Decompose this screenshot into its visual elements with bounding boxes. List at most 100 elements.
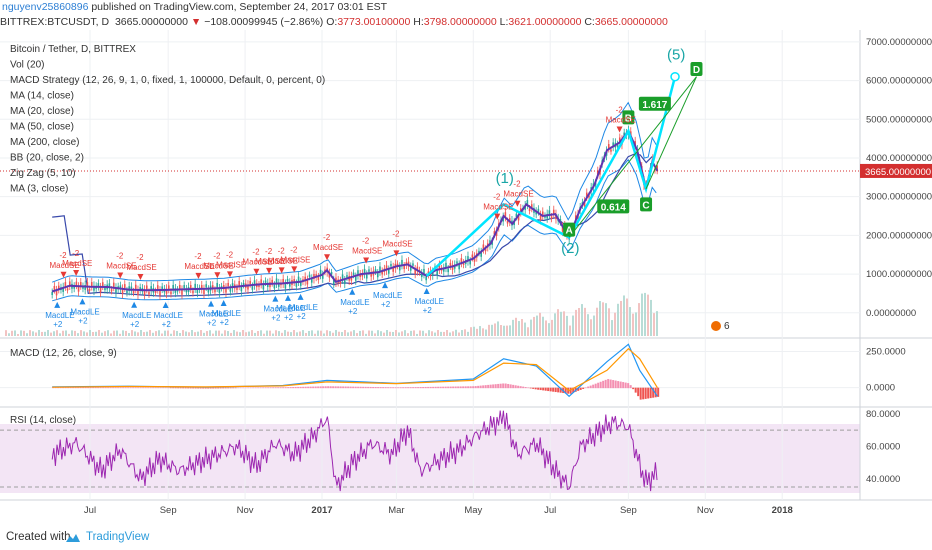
macd-histogram-bar: [232, 387, 235, 389]
volume-bar: [362, 330, 364, 336]
candle-body: [189, 285, 192, 290]
candle-body: [379, 266, 381, 272]
macd-le-value: +2: [381, 300, 391, 309]
elliott-channel-line: [568, 76, 697, 238]
macd-histogram-bar: [322, 386, 325, 389]
macd-histogram-bar: [519, 386, 522, 389]
macd-histogram-bar: [179, 387, 182, 389]
volume-bar: [629, 307, 631, 336]
volume-bar: [530, 319, 532, 336]
volume-bar: [365, 333, 367, 336]
macd-histogram-bar: [242, 387, 245, 389]
macd-histogram-bar: [344, 386, 347, 389]
macd-histogram-bar: [657, 387, 660, 397]
volume-bar: [287, 331, 289, 336]
macd-histogram-bar: [477, 385, 480, 389]
macd-histogram-bar: [567, 387, 570, 394]
macd-histogram-bar: [354, 386, 357, 389]
candle-body: [214, 289, 216, 293]
macd-se-value: -2: [616, 105, 624, 114]
macd-histogram-bar: [349, 386, 352, 389]
macd-le-label: MacdLE: [154, 311, 183, 320]
volume-bar: [383, 332, 385, 336]
macd-histogram-bar: [634, 387, 637, 393]
candle-body: [541, 211, 544, 216]
buy-arrow-icon: [79, 298, 86, 305]
tradingview-brand[interactable]: TradingView: [86, 531, 150, 543]
macd-histogram-bar: [367, 386, 370, 389]
macd-histogram-bar: [654, 387, 657, 398]
sell-arrow-icon: [226, 271, 233, 278]
volume-bar: [455, 329, 457, 336]
candle-body: [88, 288, 91, 291]
author-link[interactable]: nguyenv25860896: [2, 1, 89, 13]
candle-body: [211, 285, 214, 290]
macd-histogram-bar: [559, 387, 562, 393]
candle-body: [508, 218, 511, 223]
macd-histogram-bar: [139, 387, 142, 389]
price-tick-label: 5000.00000000: [866, 114, 932, 125]
volume-bar: [5, 330, 7, 336]
volume-bar: [317, 330, 319, 336]
volume-bar: [113, 330, 115, 336]
macd-histogram-bar: [219, 387, 222, 389]
macd-se-label: MacdSE: [280, 255, 310, 264]
macd-histogram-bar: [609, 379, 612, 389]
macd-le-value: +2: [53, 320, 63, 329]
macd-histogram-bar: [379, 387, 382, 389]
macd-se-label: MacdSE: [62, 259, 92, 268]
candle-body: [253, 280, 256, 286]
macd-histogram-bar: [427, 386, 430, 389]
volume-bar: [134, 331, 136, 336]
buy-arrow-icon: [208, 300, 215, 307]
volume-bar: [518, 321, 520, 336]
candle-body: [145, 285, 148, 290]
time-tick-label: Nov: [697, 505, 714, 516]
macd-le-label: MacdLE: [122, 311, 151, 320]
macd-histogram-bar: [182, 387, 185, 389]
candle-body: [467, 256, 469, 262]
time-tick-label: Mar: [388, 505, 404, 516]
volume-bar: [137, 332, 139, 336]
fib-0614-label: 0.614: [601, 202, 626, 213]
volume-bar: [83, 331, 85, 336]
macd-histogram-bar: [162, 387, 165, 389]
candle-body: [493, 231, 496, 235]
volume-bar: [101, 332, 103, 336]
macd-histogram-bar: [579, 387, 582, 390]
candle-body: [93, 285, 95, 291]
volume-bar: [200, 330, 202, 336]
macd-se-value: -2: [290, 245, 298, 254]
candle-body: [528, 208, 531, 212]
candle-body: [110, 289, 113, 292]
volume-bar: [437, 330, 439, 336]
candle-body: [449, 262, 452, 267]
candle-body: [262, 284, 265, 290]
sell-arrow-icon: [324, 254, 331, 261]
candle-body: [126, 290, 128, 294]
candle-body: [341, 274, 344, 280]
volume-bar: [74, 330, 76, 336]
macd-histogram-bar: [324, 386, 327, 389]
candle-body: [456, 261, 458, 264]
macd-histogram-bar: [224, 387, 227, 389]
candle-body: [159, 290, 161, 296]
volume-bar: [566, 315, 568, 336]
macd-histogram-bar: [287, 387, 290, 389]
candle-body: [123, 284, 126, 289]
candle-body: [445, 262, 447, 268]
quote-bar: BITTREX:BTCUSDT, D 3665.00000000 ▼ −108.…: [0, 14, 932, 30]
volume-bar: [401, 331, 403, 336]
candle-body: [412, 263, 414, 266]
macd-histogram-bar: [127, 387, 130, 389]
volume-bar: [185, 331, 187, 336]
volume-bar: [548, 323, 550, 336]
wave-c-label: C: [642, 200, 649, 211]
volume-bar: [491, 324, 493, 336]
candle-body: [381, 271, 383, 275]
candle-body: [112, 282, 115, 287]
candle-body: [550, 216, 553, 219]
volume-bar: [269, 330, 271, 336]
volume-bar: [56, 330, 58, 336]
